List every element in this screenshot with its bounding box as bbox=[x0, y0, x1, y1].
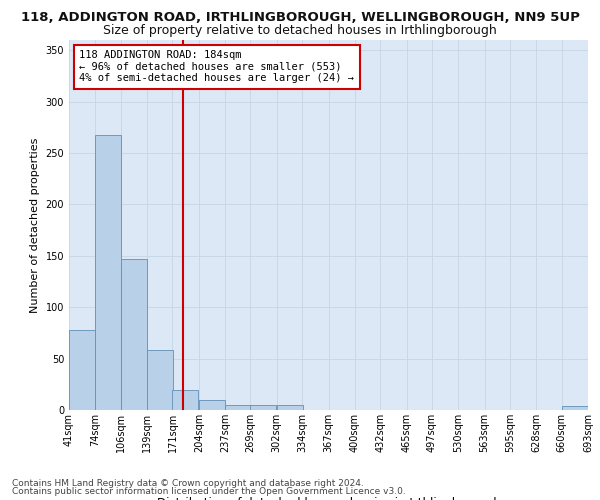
Text: Contains public sector information licensed under the Open Government Licence v3: Contains public sector information licen… bbox=[12, 487, 406, 496]
Bar bbox=[147, 350, 173, 410]
Bar bbox=[172, 390, 199, 410]
Text: Contains HM Land Registry data © Crown copyright and database right 2024.: Contains HM Land Registry data © Crown c… bbox=[12, 478, 364, 488]
Bar bbox=[225, 405, 251, 410]
Y-axis label: Number of detached properties: Number of detached properties bbox=[30, 138, 40, 312]
Bar bbox=[250, 405, 277, 410]
Bar bbox=[199, 400, 224, 410]
Text: 118, ADDINGTON ROAD, IRTHLINGBOROUGH, WELLINGBOROUGH, NN9 5UP: 118, ADDINGTON ROAD, IRTHLINGBOROUGH, WE… bbox=[20, 11, 580, 24]
Text: Size of property relative to detached houses in Irthlingborough: Size of property relative to detached ho… bbox=[103, 24, 497, 37]
X-axis label: Distribution of detached houses by size in Irthlingborough: Distribution of detached houses by size … bbox=[157, 496, 500, 500]
Bar bbox=[95, 134, 121, 410]
Bar bbox=[277, 405, 302, 410]
Bar bbox=[121, 259, 146, 410]
Bar bbox=[562, 406, 587, 410]
Bar bbox=[69, 330, 95, 410]
Text: 118 ADDINGTON ROAD: 184sqm
← 96% of detached houses are smaller (553)
4% of semi: 118 ADDINGTON ROAD: 184sqm ← 96% of deta… bbox=[79, 50, 355, 84]
